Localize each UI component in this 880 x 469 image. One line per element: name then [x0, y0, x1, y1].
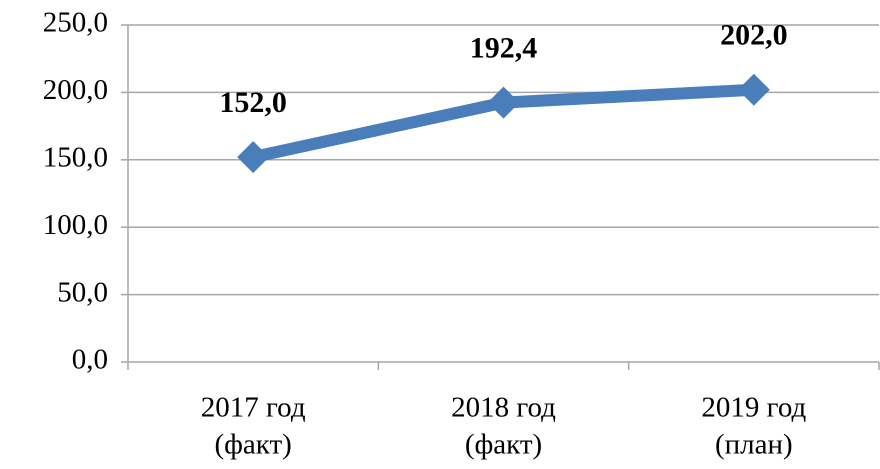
x-tick-label: (факт)	[214, 429, 291, 461]
data-label: 192,4	[470, 32, 538, 65]
data-label: 202,0	[720, 19, 788, 52]
x-tick-label: 2019 год	[701, 392, 806, 424]
data-label: 152,0	[219, 86, 287, 119]
y-tick-label: 250,0	[43, 7, 108, 39]
y-tick-label: 200,0	[43, 74, 108, 106]
marker	[487, 86, 520, 119]
x-tick-label: (факт)	[465, 429, 542, 461]
x-tick-label: 2018 год	[451, 392, 556, 424]
x-tick-label: 2017 год	[201, 392, 306, 424]
x-tick-label: (план)	[715, 429, 793, 461]
y-tick-label: 0,0	[72, 344, 108, 376]
y-tick-label: 100,0	[43, 209, 108, 241]
y-tick-label: 150,0	[43, 141, 108, 173]
marker	[237, 141, 270, 174]
y-tick-label: 50,0	[57, 276, 108, 308]
marker	[737, 73, 770, 106]
